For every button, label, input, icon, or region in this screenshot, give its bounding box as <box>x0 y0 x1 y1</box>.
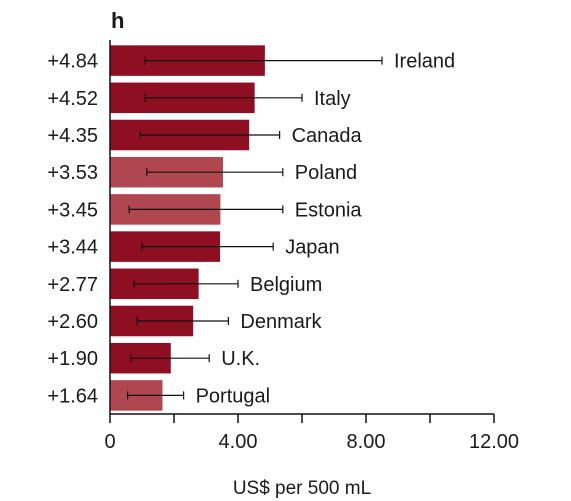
country-label-3: Poland <box>295 162 357 184</box>
country-label-4: Estonia <box>295 199 363 221</box>
value-label-0: +4.84 <box>47 51 98 73</box>
error-bar-1 <box>144 93 303 102</box>
country-label-9: Portugal <box>196 385 271 407</box>
value-label-5: +3.44 <box>47 237 98 259</box>
country-label-2: Canada <box>292 125 363 147</box>
error-bar-0 <box>144 56 383 65</box>
value-label-1: +4.52 <box>47 88 98 110</box>
error-bar-6 <box>133 279 239 288</box>
error-bar-8 <box>130 354 210 363</box>
value-label-2: +4.35 <box>47 125 98 147</box>
value-label-4: +3.45 <box>47 199 98 221</box>
value-label-7: +2.60 <box>47 311 98 333</box>
country-label-1: Italy <box>314 88 351 110</box>
x-tick-label-0: 0 <box>104 431 115 453</box>
error-bar-9 <box>126 391 185 400</box>
value-label-3: +3.53 <box>47 162 98 184</box>
axes-group: 0 4.00 8.00 12.00 <box>104 40 519 453</box>
error-bars-group <box>126 56 383 400</box>
error-bar-7 <box>136 317 229 325</box>
error-bar-3 <box>146 168 284 177</box>
x-axis-title: US$ per 500 mL <box>233 478 371 499</box>
error-bar-4 <box>128 205 284 214</box>
error-bar-5 <box>141 242 274 251</box>
value-label-6: +2.77 <box>47 274 98 296</box>
value-labels-group: +4.84 +4.52 +4.35 +3.53 +3.45 +3.44 +2.77 +2.60… <box>47 51 98 408</box>
country-label-8: U.K. <box>221 348 260 370</box>
country-labels-group: Ireland Italy Canada Poland Estonia Japan Belg… <box>196 51 456 408</box>
value-label-9: +1.64 <box>47 385 98 407</box>
country-label-0: Ireland <box>394 51 455 73</box>
country-label-5: Japan <box>285 237 340 259</box>
country-label-7: Denmark <box>240 311 322 333</box>
x-tick-label-2: 4.00 <box>219 431 258 453</box>
error-bar-2 <box>139 131 281 139</box>
x-tick-label-4: 8.00 <box>347 431 386 453</box>
x-tick-label-6: 12.00 <box>469 431 519 453</box>
panel-letter: h <box>111 8 124 33</box>
country-label-6: Belgium <box>250 274 322 296</box>
value-label-8: +1.90 <box>47 348 98 370</box>
